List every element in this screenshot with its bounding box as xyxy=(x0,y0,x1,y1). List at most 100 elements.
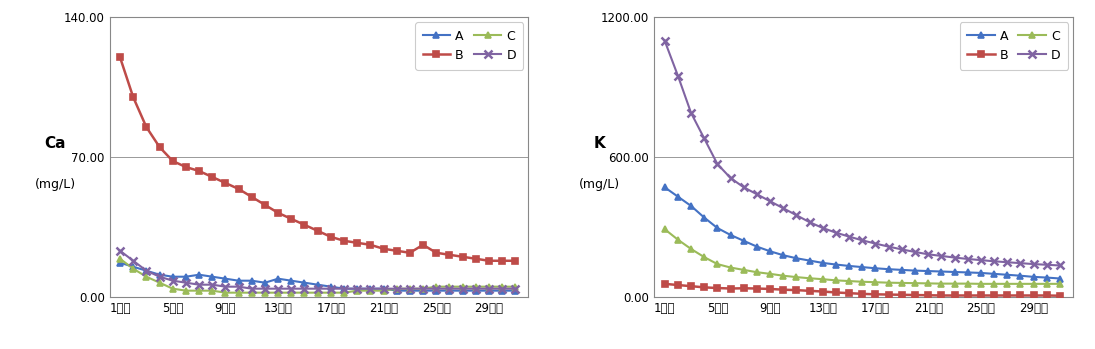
B xyxy=(1053,294,1067,298)
D xyxy=(364,287,377,291)
C xyxy=(961,282,975,286)
A xyxy=(258,281,272,285)
C xyxy=(671,238,684,242)
C xyxy=(469,284,482,289)
Line: C: C xyxy=(116,255,519,296)
B xyxy=(140,125,153,129)
C xyxy=(1001,282,1014,286)
D xyxy=(658,39,671,43)
C xyxy=(724,266,737,270)
C xyxy=(245,291,258,295)
A xyxy=(935,269,948,274)
C xyxy=(763,272,776,276)
Legend: A, B, C, D: A, B, C, D xyxy=(415,22,523,70)
C xyxy=(337,291,350,295)
A xyxy=(337,287,350,291)
D xyxy=(763,199,776,203)
D xyxy=(684,111,698,115)
B xyxy=(883,292,896,297)
B xyxy=(698,285,711,289)
C xyxy=(285,291,298,295)
D xyxy=(311,287,324,291)
C xyxy=(403,287,416,291)
D xyxy=(219,284,232,289)
D xyxy=(127,259,140,263)
D xyxy=(206,283,219,287)
B xyxy=(469,257,482,261)
B xyxy=(364,243,377,247)
B xyxy=(1014,294,1027,298)
B xyxy=(842,291,855,295)
A xyxy=(429,289,442,293)
B xyxy=(789,288,803,292)
B xyxy=(298,223,311,227)
B xyxy=(869,292,883,296)
C xyxy=(166,287,180,291)
B xyxy=(258,203,272,207)
A xyxy=(724,233,737,237)
D xyxy=(232,284,245,289)
D xyxy=(961,257,975,261)
C xyxy=(1027,282,1040,286)
A xyxy=(114,261,127,265)
D xyxy=(737,185,750,190)
A xyxy=(789,256,803,260)
B xyxy=(232,187,245,191)
B xyxy=(180,165,193,169)
D xyxy=(948,255,961,260)
C xyxy=(1053,282,1067,286)
B xyxy=(935,294,948,298)
Line: B: B xyxy=(661,280,1063,299)
D xyxy=(988,259,1001,263)
Line: A: A xyxy=(116,259,519,294)
C xyxy=(442,284,456,289)
Line: D: D xyxy=(660,37,1064,270)
C xyxy=(258,291,272,295)
C xyxy=(377,289,390,293)
C xyxy=(935,282,948,286)
C xyxy=(496,284,509,289)
C xyxy=(948,282,961,286)
B xyxy=(1027,294,1040,298)
D xyxy=(935,254,948,258)
D xyxy=(750,192,763,196)
B xyxy=(311,229,324,233)
A xyxy=(416,289,429,293)
A xyxy=(750,245,763,249)
D xyxy=(1053,263,1067,268)
A xyxy=(324,284,337,289)
A xyxy=(298,281,311,285)
A xyxy=(737,239,750,243)
B xyxy=(829,290,842,295)
A xyxy=(842,264,855,268)
D xyxy=(166,279,180,283)
D xyxy=(114,249,127,253)
C xyxy=(698,255,711,259)
D xyxy=(724,176,737,180)
Line: C: C xyxy=(661,226,1063,287)
A xyxy=(975,271,988,275)
C xyxy=(350,289,364,293)
B xyxy=(127,95,140,99)
C xyxy=(140,275,153,279)
C xyxy=(298,291,311,295)
A xyxy=(698,215,711,220)
A xyxy=(127,265,140,269)
A xyxy=(456,289,469,293)
C xyxy=(232,291,245,295)
C xyxy=(988,282,1001,286)
Legend: A, B, C, D: A, B, C, D xyxy=(960,22,1068,70)
A xyxy=(469,289,482,293)
A xyxy=(658,185,671,190)
C xyxy=(922,281,935,285)
A xyxy=(403,289,416,293)
B xyxy=(496,259,509,263)
Line: B: B xyxy=(116,54,519,264)
A xyxy=(1040,275,1053,280)
C xyxy=(803,276,816,280)
D xyxy=(193,283,206,287)
C xyxy=(311,291,324,295)
C xyxy=(509,284,522,289)
Line: A: A xyxy=(661,184,1063,282)
D xyxy=(671,74,684,78)
